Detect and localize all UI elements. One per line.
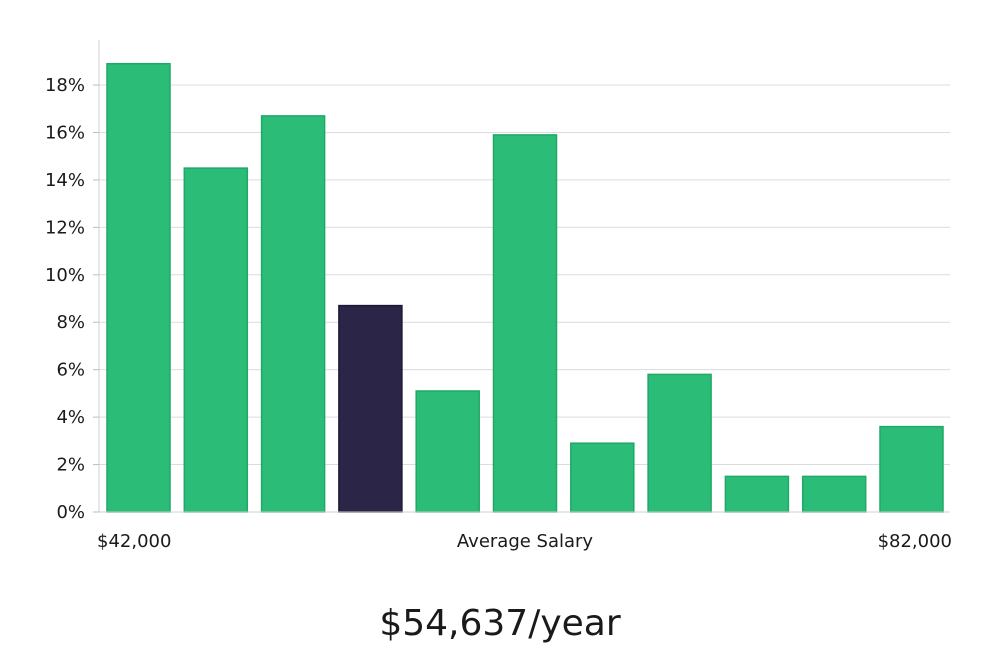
bar bbox=[106, 62, 171, 513]
y-tick-label: 12% bbox=[45, 217, 85, 238]
bar bbox=[570, 442, 635, 513]
y-tick-label: 10% bbox=[45, 265, 85, 286]
y-tick-label: 0% bbox=[56, 502, 85, 523]
bar bbox=[801, 475, 867, 513]
y-tick-label: 6% bbox=[56, 360, 85, 381]
y-tick-label: 14% bbox=[45, 170, 85, 191]
y-tick-label: 16% bbox=[45, 122, 85, 143]
bar bbox=[879, 425, 944, 513]
salary-distribution-chart: 0% 2% 4% 6% 8% 10% 12% 14% 16% 18% $42,000 Averag… bbox=[45, 40, 952, 552]
bar bbox=[724, 475, 790, 513]
bar bbox=[183, 167, 249, 513]
x-axis-min-label: $42,000 bbox=[97, 531, 171, 552]
average-salary-headline: $54,637/year bbox=[379, 603, 621, 644]
bars bbox=[106, 62, 944, 513]
x-axis-title: Average Salary bbox=[457, 531, 594, 552]
y-tick-label: 4% bbox=[56, 407, 85, 428]
x-axis-max-label: $82,000 bbox=[878, 531, 952, 552]
bar bbox=[260, 115, 326, 513]
y-tick-label: 8% bbox=[56, 312, 85, 333]
bar bbox=[415, 390, 480, 513]
y-tick-label: 18% bbox=[45, 75, 85, 96]
y-tick-label: 2% bbox=[56, 455, 85, 476]
bar-highlighted bbox=[338, 304, 403, 513]
bar bbox=[492, 134, 558, 513]
y-tick-labels: 0% 2% 4% 6% 8% 10% 12% 14% 16% 18% bbox=[45, 75, 99, 523]
bar bbox=[647, 373, 712, 513]
